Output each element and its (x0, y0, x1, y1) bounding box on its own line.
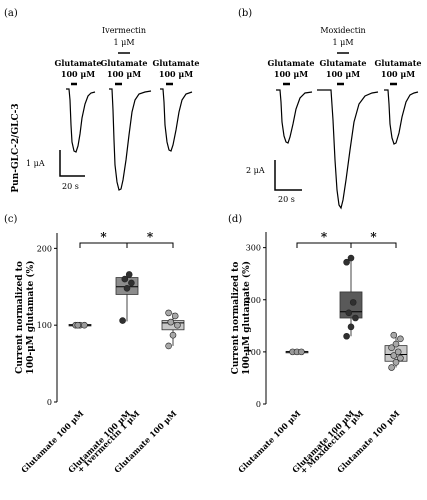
data-point (128, 279, 135, 287)
data-point (119, 317, 126, 324)
panel-b-glu-label-3: Glutamate (375, 58, 422, 68)
significance-star: * (370, 230, 377, 244)
data-point (392, 359, 400, 366)
panel-a-trace-3 (160, 88, 193, 152)
data-point (347, 323, 355, 331)
panel-a-glu-conc-3: 100 μM (159, 69, 193, 79)
data-point (390, 352, 398, 359)
y-tick-label: 100 (37, 321, 52, 330)
panel-a-glu-label-3: Glutamate (153, 58, 200, 68)
panel-a-trace-2 (109, 88, 152, 191)
panel-b-scale-bar (274, 160, 302, 191)
panel-b-glu-conc-2: 100 μM (326, 69, 360, 79)
data-point (81, 321, 88, 329)
data-point (397, 354, 404, 362)
panel-b-glu-label-1: Glutamate (268, 58, 315, 68)
panel-a-side-label: Pun-GLC-2/GLC-3 (11, 103, 21, 192)
panel-a-scale-x-label: 20 s (62, 182, 79, 191)
panel-a-scale-bar (59, 150, 85, 177)
panel-a-label: (a) (4, 8, 18, 19)
panel-b-trace-3 (384, 89, 419, 145)
y-tick-label: 300 (246, 244, 261, 253)
panel-a-drug-conc: 1 μM (113, 38, 134, 47)
y-tick-label: 0 (47, 398, 52, 407)
panel-c-label: (c) (4, 214, 18, 225)
data-point (397, 335, 404, 343)
panel-d-chart: (d) 0 100 200 300 Current normalized to 100-μ… (228, 214, 408, 476)
panel-b-scale-x-label: 20 s (278, 195, 295, 204)
y-tick-label: 100 (246, 348, 261, 357)
panel-b-glu-conc-1: 100 μM (274, 69, 308, 79)
data-point (171, 312, 179, 320)
data-point (388, 364, 395, 371)
significance-bracket (126, 242, 174, 248)
y-axis-label-line-2: 100-μM glutamate (%) (25, 261, 36, 375)
data-point (165, 309, 172, 317)
data-point (392, 340, 400, 348)
panel-b-trace-2 (317, 89, 379, 210)
panel-a-glu-conc-1: 100 μM (61, 69, 95, 79)
significance-star: * (100, 230, 107, 244)
data-point (74, 321, 82, 329)
panel-b-drug-conc: 1 μM (332, 38, 353, 47)
panel-b-glu-conc-3: 100 μM (381, 69, 415, 79)
significance-bracket (350, 242, 397, 248)
data-point (390, 331, 398, 339)
panel-b: (b) Moxidectin 1 μM Glutamate 100 μM Glu… (238, 8, 422, 210)
data-point (125, 271, 133, 278)
data-point (169, 331, 177, 339)
data-point (345, 309, 353, 317)
data-point (343, 258, 350, 266)
panel-b-glu-label-2: Glutamate (320, 58, 367, 68)
panel-a-drug-name: Ivermectin (102, 26, 146, 35)
y-tick-label: 0 (256, 400, 261, 409)
panel-b-trace-1 (276, 89, 313, 144)
panel-c-chart: (c) 0 100 200 Current normalized to 100-μM g… (4, 214, 185, 475)
panel-a-scale-y-label: 1 μA (26, 159, 45, 168)
panel-a-trace-1 (66, 88, 96, 153)
data-point (298, 348, 305, 356)
y-axis-label-line-1: Current normalized to (231, 262, 241, 375)
y-axis-label-line-1: Current normalized to (15, 261, 25, 374)
panel-d-label: (d) (228, 214, 242, 225)
data-point (123, 285, 131, 292)
y-tick-label: 200 (246, 296, 261, 305)
panel-b-drug-name: Moxidectin (320, 26, 365, 35)
panel-a-glu-conc-2: 100 μM (107, 69, 141, 79)
significance-star: * (321, 230, 328, 244)
y-tick-label: 200 (37, 244, 52, 253)
data-point (347, 254, 355, 262)
panel-a: (a) Ivermectin 1 μM Glutamate 100 μM Glu… (4, 8, 200, 193)
panel-a-glu-label-2: Glutamate (101, 58, 148, 68)
panel-b-label: (b) (238, 8, 252, 19)
x-category-label: + Ivermectin 1 μM (75, 408, 142, 475)
data-point (352, 314, 359, 322)
panel-b-scale-y-label: 2 μA (246, 166, 265, 175)
data-point (349, 299, 357, 306)
data-point (167, 318, 175, 326)
data-point (343, 332, 350, 340)
data-point (165, 342, 172, 350)
y-axis-label-line-2: 100-μM glutamate (%) (241, 261, 252, 375)
data-point (121, 275, 129, 283)
x-category-label: + Moxidectin 1 μM (298, 408, 366, 476)
data-point (174, 321, 181, 329)
data-point (388, 344, 395, 352)
significance-star: * (147, 230, 154, 244)
data-point (394, 348, 402, 356)
panel-a-glu-label-1: Glutamate (55, 58, 102, 68)
